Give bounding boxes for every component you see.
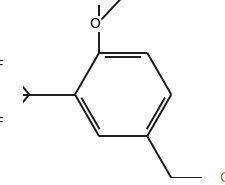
- Text: O: O: [89, 17, 100, 31]
- Text: F: F: [0, 59, 3, 73]
- Text: F: F: [0, 116, 3, 130]
- Text: OH: OH: [220, 171, 225, 185]
